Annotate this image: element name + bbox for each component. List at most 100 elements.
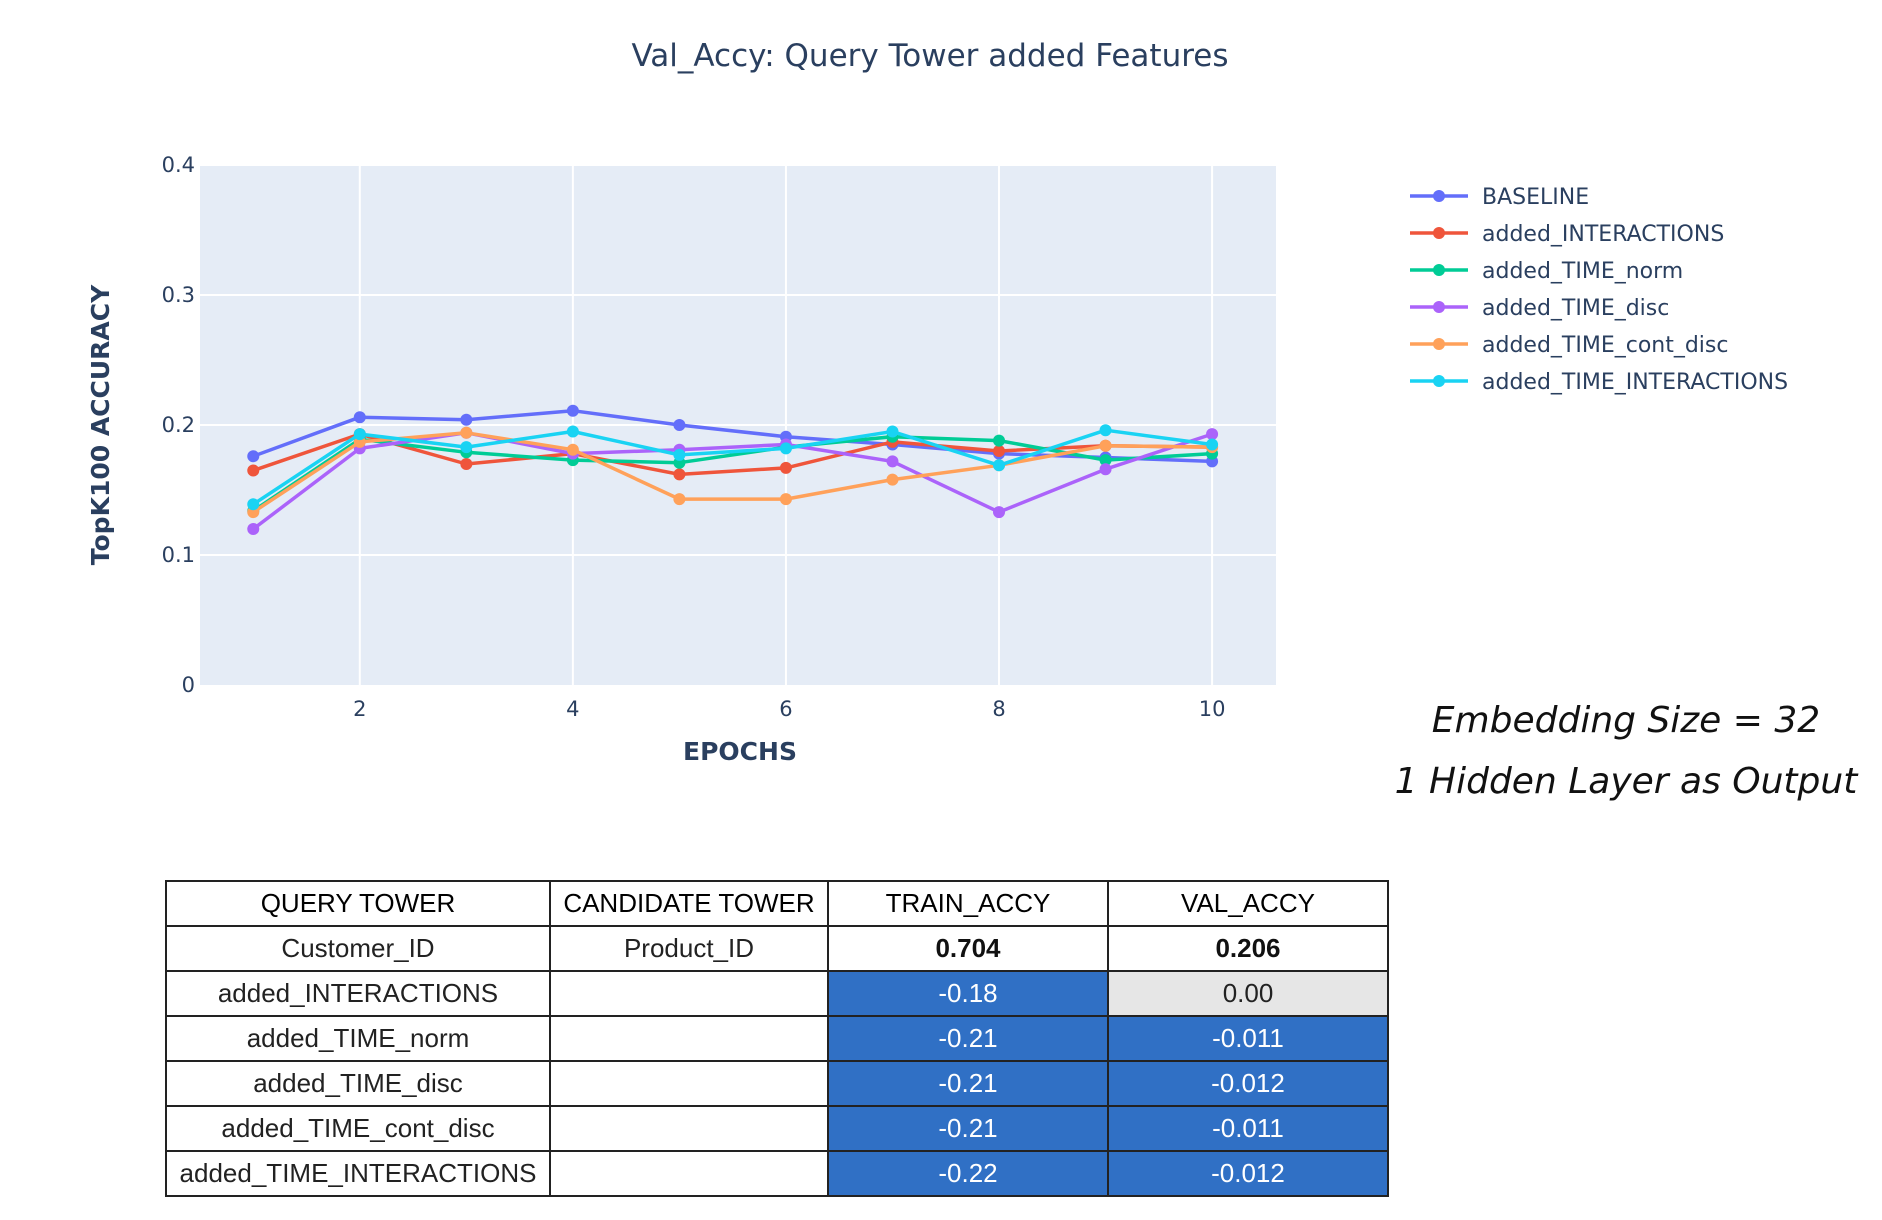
data-point	[993, 459, 1006, 472]
data-point	[1099, 439, 1112, 452]
legend-label: BASELINE	[1482, 185, 1589, 210]
legend-swatch-marker	[1433, 375, 1445, 387]
cell-val-accy: 0.206	[1107, 925, 1389, 972]
series-line	[252, 431, 1213, 514]
data-point	[993, 445, 1006, 457]
cell-val-accy: -0.012	[1107, 1150, 1389, 1197]
gridlines	[200, 164, 1276, 685]
data-point	[460, 441, 473, 454]
cell-train-accy: 0.704	[827, 925, 1109, 972]
x-tick-label: 4	[566, 697, 579, 721]
cell-train-accy: -0.21	[827, 1060, 1109, 1107]
y-tick-label: 0.4	[162, 153, 195, 177]
cell-candidate-tower: Product_ID	[549, 925, 829, 972]
data-point	[566, 404, 579, 417]
data-point	[460, 413, 473, 426]
data-point	[1099, 463, 1112, 476]
legend-item: BASELINE	[1410, 185, 1589, 210]
cell-query-tower: added_TIME_cont_disc	[165, 1105, 551, 1152]
data-point	[779, 461, 792, 474]
embedding-size-note: Embedding Size = 32	[1431, 700, 1821, 741]
data-point	[779, 493, 792, 506]
series-line	[252, 434, 1213, 513]
legend-item: added_TIME_cont_disc	[1410, 333, 1728, 358]
table-row: added_TIME_norm -0.21 -0.011	[165, 1015, 1389, 1062]
legend-label: added_TIME_INTERACTIONS	[1482, 370, 1788, 395]
y-tick-label: 0	[182, 673, 195, 697]
cell-val-accy: -0.011	[1107, 1015, 1389, 1062]
cell-train-accy: -0.21	[827, 1015, 1109, 1062]
cell-query-tower: added_TIME_disc	[165, 1060, 551, 1107]
cell-candidate-tower	[549, 1105, 829, 1152]
x-tick-label: 10	[1199, 697, 1226, 721]
cell-candidate-tower	[549, 1015, 829, 1062]
legend-swatch-marker	[1433, 301, 1445, 313]
data-point	[1206, 438, 1219, 451]
cell-train-accy: -0.21	[827, 1105, 1109, 1152]
data-point	[886, 473, 899, 486]
series-added_TIME_INTERACTIONS	[247, 424, 1219, 511]
data-point	[886, 455, 899, 468]
x-axis-title: EPOCHS	[683, 737, 797, 766]
cell-query-tower: added_TIME_INTERACTIONS	[165, 1150, 551, 1197]
table-row: added_TIME_disc -0.21 -0.012	[165, 1060, 1389, 1107]
data-point	[1206, 428, 1219, 441]
table-row: added_TIME_cont_disc -0.21 -0.011	[165, 1105, 1389, 1152]
cell-query-tower: added_TIME_norm	[165, 1015, 551, 1062]
cell-candidate-tower	[549, 1060, 829, 1107]
header-query-tower: QUERY TOWER	[165, 880, 551, 927]
legend-item: added_TIME_norm	[1410, 259, 1683, 284]
y-tick-label: 0.3	[162, 283, 195, 307]
legend-swatch-marker	[1433, 338, 1445, 350]
legend: BASELINE added_INTERACTIONS added_TIME_nor…	[1410, 185, 1788, 395]
legend-label: added_TIME_norm	[1482, 259, 1683, 284]
data-point	[247, 523, 260, 535]
cell-train-accy: -0.18	[827, 970, 1109, 1017]
cell-train-accy: -0.22	[827, 1150, 1109, 1197]
legend-label: added_INTERACTIONS	[1482, 222, 1724, 247]
data-point	[673, 468, 686, 481]
axis-ticks: 2 4 6 8 10 0 0.1 0.2 0.3 0.4	[162, 153, 1226, 721]
cell-query-tower: added_INTERACTIONS	[165, 970, 551, 1017]
data-point	[247, 498, 260, 511]
header-candidate-tower: CANDIDATE TOWER	[549, 880, 829, 927]
x-tick-label: 8	[992, 697, 1005, 721]
data-point	[353, 428, 366, 441]
x-tick-label: 6	[779, 697, 792, 721]
data-point	[673, 448, 686, 461]
legend-label: added_TIME_disc	[1482, 296, 1669, 321]
data-point	[566, 443, 579, 456]
chart-title: Val_Accy: Query Tower added Features	[631, 38, 1228, 74]
results-table: QUERY TOWER CANDIDATE TOWER TRAIN_ACCY V…	[165, 880, 1389, 1197]
header-train-accy: TRAIN_ACCY	[827, 880, 1109, 927]
cell-candidate-tower	[549, 1150, 829, 1197]
series-line	[252, 428, 1213, 506]
y-tick-label: 0.2	[162, 413, 195, 437]
table-row: Customer_ID Product_ID 0.704 0.206	[165, 925, 1389, 972]
data-point	[993, 434, 1006, 447]
legend-swatch-marker	[1433, 264, 1445, 276]
data-point	[1099, 454, 1112, 467]
x-tick-label: 2	[353, 697, 366, 721]
legend-item: added_INTERACTIONS	[1410, 222, 1724, 247]
legend-item: added_TIME_disc	[1410, 296, 1669, 321]
data-point	[673, 493, 686, 506]
data-point	[460, 426, 473, 439]
cell-candidate-tower	[549, 970, 829, 1017]
hidden-layer-note: 1 Hidden Layer as Output	[1394, 761, 1858, 802]
legend-swatch-marker	[1433, 227, 1445, 239]
cell-query-tower: Customer_ID	[165, 925, 551, 972]
data-point	[673, 419, 686, 431]
data-point	[247, 450, 260, 463]
data-point	[1099, 424, 1112, 437]
data-point	[886, 425, 899, 438]
cell-val-accy: -0.012	[1107, 1060, 1389, 1107]
table-row: added_INTERACTIONS -0.18 0.00	[165, 970, 1389, 1017]
table-row: added_TIME_INTERACTIONS -0.22 -0.012	[165, 1150, 1389, 1197]
legend-swatch-marker	[1433, 190, 1445, 202]
data-point	[779, 442, 792, 455]
cell-val-accy: 0.00	[1107, 970, 1389, 1017]
line-chart: Val_Accy: Query Tower added Features 2 4 6…	[86, 38, 1788, 766]
data-point	[353, 411, 366, 424]
header-val-accy: VAL_ACCY	[1107, 880, 1389, 927]
